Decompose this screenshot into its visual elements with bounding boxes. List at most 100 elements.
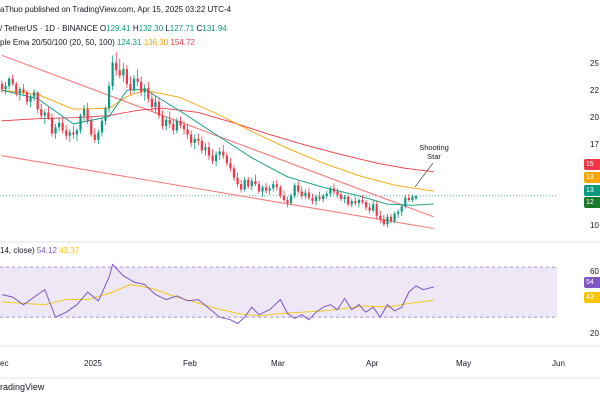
annotation-arrow <box>414 162 434 188</box>
candle-body <box>150 98 153 108</box>
ema-legend-label[interactable]: ple Ema 20/50/100 (20, 50, 100) <box>0 38 115 47</box>
rsi-axis-label: 60 <box>590 267 599 276</box>
shooting-star-annotation-line2[interactable]: Star <box>427 152 441 161</box>
time-axis-label: Feb <box>183 359 197 368</box>
time-axis-label: Jun <box>552 359 565 368</box>
candle-body <box>11 78 14 84</box>
candle-body <box>414 195 418 199</box>
candle-body <box>382 219 385 225</box>
candle-body <box>297 185 300 192</box>
candle-body <box>147 88 150 99</box>
price-axis-label: 25 <box>590 59 599 68</box>
candle-body <box>186 129 189 135</box>
time-axis-label: ec <box>0 359 9 368</box>
candle-body <box>397 211 400 214</box>
rsi-value-tag: 54 <box>584 277 600 288</box>
candle-body <box>243 179 246 190</box>
symbol-info[interactable]: / TetherUS · 1D · BINANCE O129.41 H132.3… <box>0 24 227 33</box>
ema-lines <box>1 88 434 206</box>
price-axis-label: 22 <box>590 86 599 95</box>
low-value: 127.71 <box>169 24 195 33</box>
candle-body <box>322 195 325 199</box>
publish-line: aThuo published on TradingView.com, Apr … <box>0 5 232 14</box>
rsi-ma-value: 43.37 <box>59 246 80 255</box>
candle-body <box>247 179 250 187</box>
candle-body <box>332 188 336 192</box>
candle-body <box>289 195 293 204</box>
candle-body <box>132 78 136 91</box>
candle-body <box>18 89 21 94</box>
candle-body <box>339 194 343 199</box>
candle-body <box>47 112 50 118</box>
candle-body <box>375 204 378 216</box>
candle-body <box>282 195 286 200</box>
candle-body <box>40 109 43 116</box>
candle-body <box>361 200 364 203</box>
candle-body <box>115 62 118 71</box>
ema100-price-tag: 15 <box>584 159 600 170</box>
open-value: 129.41 <box>106 24 131 33</box>
ema-legend[interactable]: ple Ema 20/50/100 (20, 50, 100) 124.31 1… <box>0 38 195 47</box>
candle-body <box>343 196 346 199</box>
candle-body <box>268 188 271 191</box>
candle-body <box>118 70 121 76</box>
close-label: C <box>196 24 203 33</box>
candle-body <box>311 197 314 202</box>
tradingview-brand[interactable]: radingView <box>0 382 45 392</box>
last-price-tag: 13 <box>584 185 600 196</box>
candle-body <box>111 62 114 86</box>
ema20-price-tag: 12 <box>584 197 600 208</box>
rsi-value: 54.12 <box>36 246 57 255</box>
time-axis-label: 2025 <box>84 359 102 368</box>
candle-body <box>407 197 410 200</box>
candle-body <box>0 83 4 90</box>
open-label: O <box>99 24 107 33</box>
rsi-legend[interactable]: 14, close) 54.12 43.37 <box>0 246 79 255</box>
rsi-lines <box>1 263 434 325</box>
candle-body <box>207 147 211 156</box>
candle-body <box>100 120 104 133</box>
candle-body <box>22 89 25 93</box>
candle-body <box>254 181 257 185</box>
candle-body <box>143 88 146 93</box>
candle-body <box>293 185 296 196</box>
candle-body <box>336 191 339 195</box>
candle-body <box>90 120 93 135</box>
candle-body <box>179 120 182 126</box>
candle-body <box>211 155 214 161</box>
candle-body <box>154 101 157 108</box>
candle-body <box>218 151 221 155</box>
candle-body <box>354 201 357 204</box>
rsi-line <box>1 263 434 325</box>
price-axis-label: 20 <box>590 113 599 122</box>
candle-body <box>393 213 396 222</box>
candle-body <box>372 204 375 211</box>
candle-body <box>175 120 178 131</box>
candle-body <box>33 92 36 97</box>
ema50-price-tag: 13 <box>584 172 600 183</box>
shooting-star-annotation-line1[interactable]: Shooting <box>419 143 449 152</box>
candle-body <box>172 124 175 131</box>
symbol-line[interactable]: / TetherUS · 1D · BINANCE <box>0 24 98 33</box>
candle-body <box>204 147 207 151</box>
candle-body <box>25 92 29 102</box>
candle-body <box>72 132 75 135</box>
candle-body <box>29 96 32 102</box>
wedge-lower-line[interactable] <box>1 155 434 230</box>
rsi-legend-label[interactable]: 14, close) <box>0 246 35 255</box>
candle-body <box>54 127 57 134</box>
candle-body <box>257 184 261 192</box>
candle-body <box>75 130 79 135</box>
candle-body <box>190 134 193 143</box>
candle-body <box>275 184 278 188</box>
candle-body <box>161 115 164 127</box>
candle-body <box>411 196 414 200</box>
candlesticks <box>0 52 418 228</box>
candle-body <box>386 216 389 225</box>
candle-body <box>43 112 46 116</box>
candle-body <box>129 83 132 91</box>
candle-body <box>36 92 39 110</box>
